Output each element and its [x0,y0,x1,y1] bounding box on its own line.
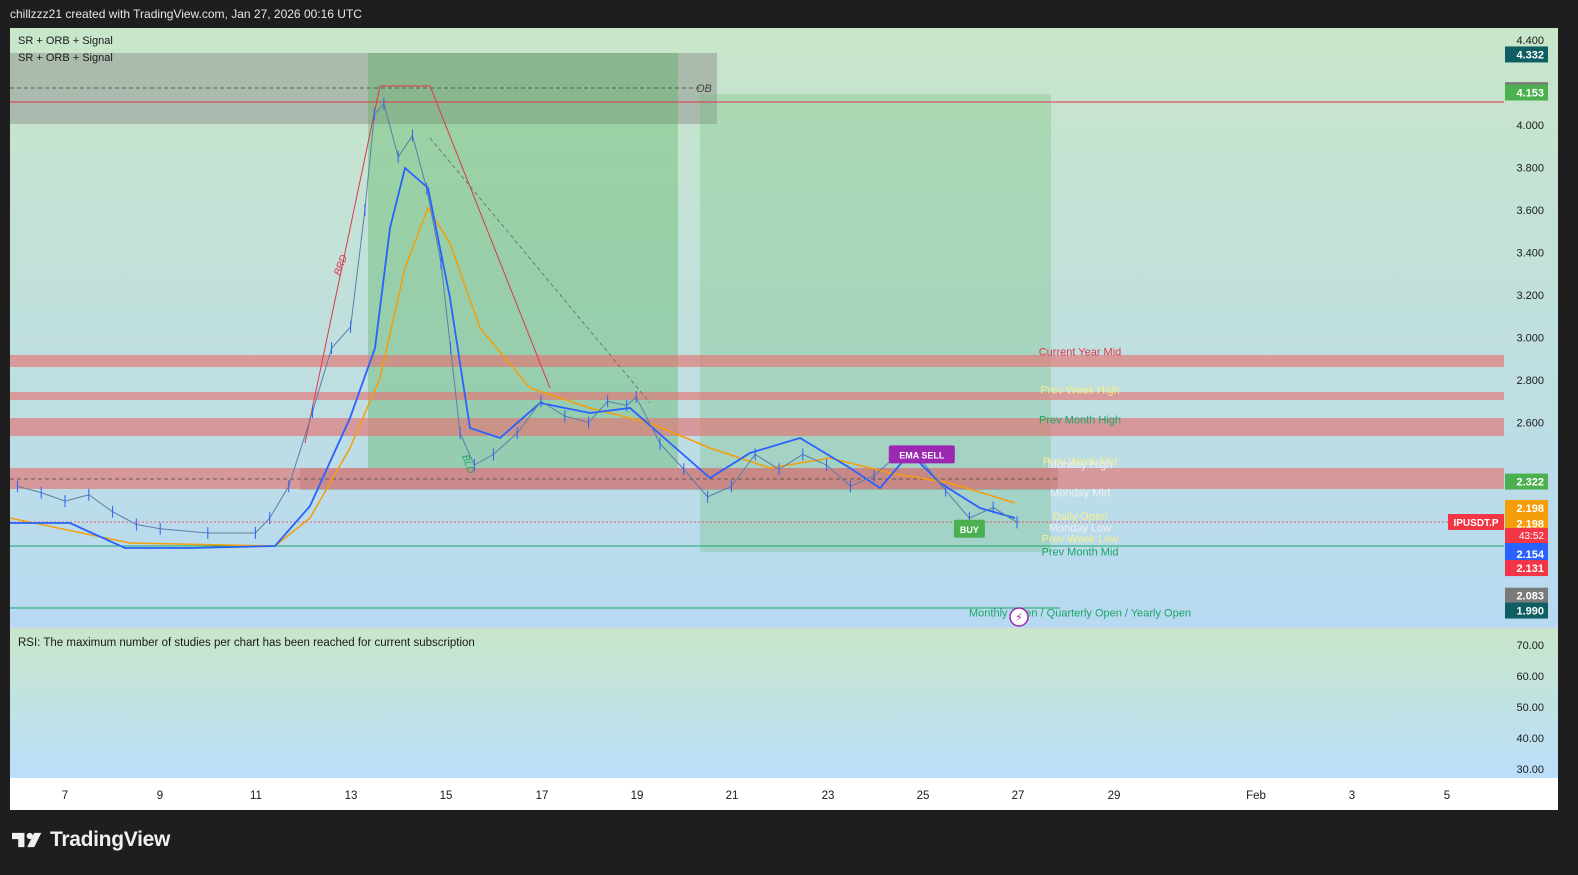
price-axis-tick: 2.800 [1516,375,1544,387]
countdown-label: 43:52 [1519,531,1544,542]
price-tag-label: 4.332 [1516,49,1544,61]
time-axis-tick: 13 [345,790,358,802]
price-tag [1505,499,1548,516]
time-axis-tick: 27 [1012,790,1025,802]
price-tag [1505,46,1548,63]
rsi-axis-tick: 30.00 [1516,764,1544,776]
pattern-line [304,85,551,444]
rsi-pane-background [10,628,1558,778]
price-tag [1505,587,1548,604]
ema-slow-line [10,206,1016,547]
price-axis-tick: 2.600 [1516,418,1544,430]
price-axis-tick: 3.200 [1516,290,1544,302]
indicator-legend-1[interactable]: SR + ORB + Signal [18,35,113,47]
price-tag-label: 2.198 [1516,518,1544,530]
symbol-tag [1448,514,1504,530]
level-label: Monday High [1048,459,1113,471]
price-axis-tick: 4.000 [1516,120,1544,132]
time-axis-tick: 7 [62,790,68,802]
time-axis-background [10,778,1558,810]
level-label: Current Year Mid [1039,346,1122,358]
time-axis-tick: 5 [1444,790,1450,802]
price-axis-tick: 3.000 [1516,333,1544,345]
price-tag [1505,602,1548,619]
rsi-axis-tick: 70.00 [1516,640,1544,652]
ob-zone [10,53,717,124]
time-axis-tick: 23 [822,790,835,802]
price-tag-label: 2.322 [1516,477,1544,489]
rsi-axis-tick: 60.00 [1516,671,1544,683]
resistance-band [10,355,1504,367]
tradingview-brand: TradingView [12,826,170,854]
lightning-glyph: ⚡ [1015,612,1023,624]
price-tag-label: 2.198 [1516,503,1544,515]
level-label: Monthly Open / Quarterly Open / Yearly O… [969,608,1191,620]
signal-label: EMA SELL [899,450,945,460]
ema-fast-line [10,166,1016,549]
time-axis-tick: 3 [1349,790,1355,802]
resistance-band [10,468,1504,489]
chart-frame[interactable]: OB BRD BLD Current Year Mid Prev Week High Pr… [10,28,1558,810]
price-tag-label: 2.083 [1516,591,1544,603]
rsi-panel-message: RSI: The maximum number of studies per c… [18,637,475,649]
rsi-axis-tick: 40.00 [1516,733,1544,745]
price-tag-label: 2.131 [1516,563,1544,575]
price-pane-background [10,28,1558,628]
level-label: Prev Week Low [1042,533,1119,545]
lightning-icon [1009,607,1029,627]
level-label: Monday Mid [1050,488,1110,500]
price-axis-tick: 3.400 [1516,248,1544,260]
symbol-tag-label: IPUSDT.P [1453,518,1498,529]
level-label: Daily Open [1053,511,1107,523]
price-tag [1505,84,1548,101]
tradingview-logo-icon [12,832,42,848]
price-axis-tick: 4.400 [1516,35,1544,47]
signal-badge [888,445,955,464]
price-tag-label: 2.154 [1516,549,1544,561]
ob-label: OB [696,83,712,95]
level-label: Prev Month High [1039,414,1121,426]
level-label: Monday Low [1049,523,1111,535]
time-axis-tick: 11 [250,790,262,802]
resistance-band [10,418,1504,436]
price-tag [1505,473,1548,490]
price-series-line [17,102,1018,534]
price-axis-tick: 3.800 [1516,163,1544,175]
time-axis-tick: 9 [157,790,163,802]
price-tag-label: 1.990 [1516,606,1544,618]
indicator-legend-2[interactable]: SR + ORB + Signal [18,52,113,64]
signal-badge [953,519,985,538]
price-tag [1505,560,1548,577]
countdown-tag [1505,528,1548,543]
time-axis-tick: 19 [631,790,644,802]
rsi-axis-tick: 50.00 [1516,702,1544,714]
price-tag [1505,545,1548,562]
time-axis-tick: 29 [1108,790,1121,802]
chart-header: chillzzz21 created with TradingView.com,… [10,7,362,21]
time-axis-tick: 21 [726,790,739,802]
long-position-zone [368,53,678,468]
trend-line [429,137,651,404]
signal-label: BUY [960,525,979,535]
level-label: Prev Week Mid [1043,456,1117,468]
level-label: Prev Week High [1040,385,1119,397]
time-axis-tick: 25 [917,790,930,802]
price-axis-tick: 3.600 [1516,205,1544,217]
brand-name: TradingView [50,828,171,851]
price-tag-label: 4.153 [1516,87,1544,99]
time-axis-tick: 17 [536,790,549,802]
price-tag [1505,515,1548,532]
time-axis-tick: 15 [440,790,453,802]
resistance-band [10,392,1504,400]
time-axis-tick: Feb [1246,790,1266,802]
level-label: Prev Month Mid [1041,546,1118,558]
